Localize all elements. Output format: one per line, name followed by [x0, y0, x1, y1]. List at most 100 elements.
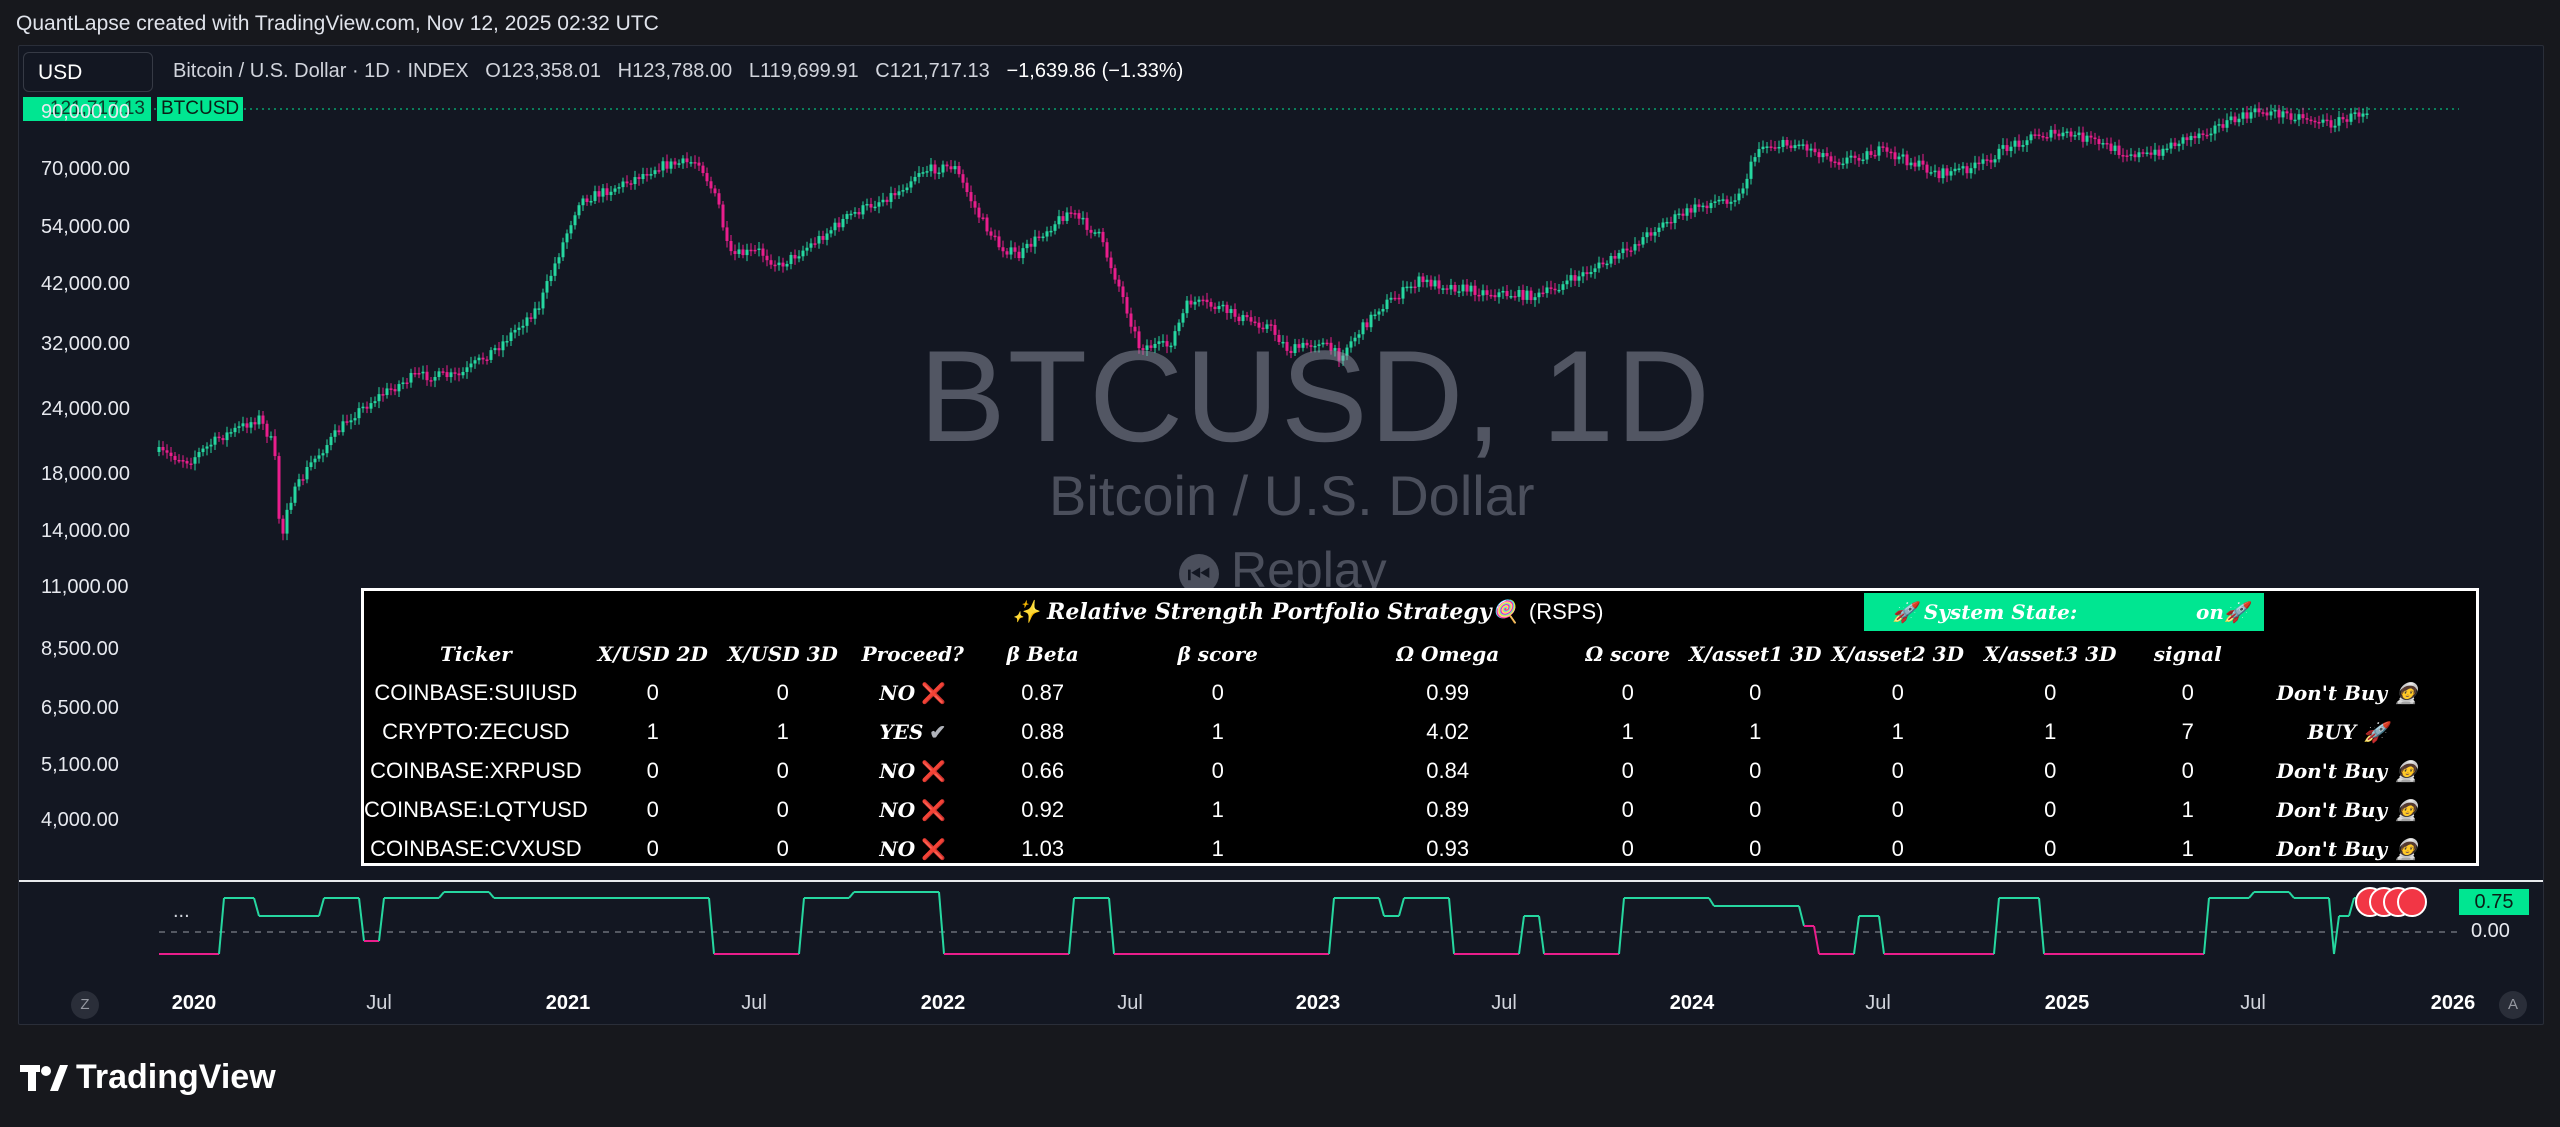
rsps-header-cell: β Beta [1006, 641, 1079, 666]
price-axis-label: 90,000.00 [41, 101, 130, 123]
rsps-cell-omega-score: 0 [1621, 835, 1634, 861]
rsps-cell-beta-score: 1 [1211, 718, 1224, 744]
proceed-text: NO [879, 836, 916, 861]
check-icon: ✔ [929, 719, 947, 744]
time-axis-label: 2025 [2044, 992, 2090, 1014]
symbol-watermark: BTCUSD, 1D [919, 323, 1712, 469]
auto-scale-button[interactable]: A [2499, 991, 2527, 1019]
rsps-header-cell: X/asset3 3D [1984, 641, 2117, 666]
time-axis-label: 2026 [2430, 992, 2476, 1014]
price-axis-label: 54,000.00 [41, 216, 130, 238]
rsps-cell-xusd2d: 0 [646, 757, 659, 783]
symbol-legend: Bitcoin / U.S. Dollar · 1D · INDEX O123,… [173, 60, 1183, 83]
rsps-cell-omega: 4.02 [1426, 718, 1470, 744]
rsps-cell-action: Don't Buy 🧑‍🚀 [2276, 797, 2419, 822]
cross-icon: ❌ [921, 836, 947, 861]
time-axis-label: 2021 [545, 992, 591, 1014]
tradingview-logo-icon [20, 1063, 70, 1093]
rsps-cell-a1: 1 [1749, 718, 1762, 744]
rsps-cell-omega: 0.89 [1426, 796, 1470, 822]
zoom-button[interactable]: Z [71, 991, 99, 1019]
price-axis-label: 5,100.00 [41, 754, 119, 776]
rsps-header-cell: β score [1177, 641, 1258, 666]
rsps-cell-a3: 0 [2044, 796, 2057, 822]
oscillator-zero-label: 0.00 [2471, 920, 2510, 942]
rsps-cell-beta-score: 0 [1211, 679, 1224, 705]
rsps-cell-a3: 1 [2044, 718, 2057, 744]
last-price-symbol: BTCUSD [157, 97, 244, 121]
rsps-cell-xusd2d: 0 [646, 835, 659, 861]
rsps-cell-a2: 0 [1891, 835, 1904, 861]
rsps-cell-action: Don't Buy 🧑‍🚀 [2276, 680, 2419, 705]
price-axis-label: 11,000.00 [41, 576, 129, 598]
proceed-text: NO [879, 797, 916, 822]
event-marker-icon[interactable] [2397, 887, 2427, 917]
cross-icon: ❌ [921, 680, 947, 705]
rsps-cell-ticker: COINBASE:SUIUSD [374, 679, 578, 705]
rsps-cell-beta: 0.92 [1021, 796, 1065, 822]
rsps-cell-a2: 0 [1891, 679, 1904, 705]
proceed-text: NO [879, 758, 916, 783]
rsps-cell-xusd2d: 0 [646, 679, 659, 705]
legend-symbol: Bitcoin / U.S. Dollar · 1D · INDEX [173, 60, 469, 82]
rsps-table-row: COINBASE:LQTYUSD 0 0 NO ❌ 0.92 1 0.89 0 0 0 0 1 Don't… [364, 790, 2448, 829]
price-chart-svg[interactable] [19, 46, 2543, 1024]
rsps-header-cell: Proceed? [861, 641, 964, 666]
rsps-cell-xusd3d: 0 [776, 796, 789, 822]
rsps-header-cell: Ω score [1585, 641, 1671, 666]
rsps-cell-a3: 0 [2044, 757, 2057, 783]
system-state-key: 🚀 System State: [1892, 600, 2078, 624]
system-state-badge: 🚀 System State: on🚀 [1864, 593, 2264, 631]
rsps-cell-xusd3d: 0 [776, 757, 789, 783]
rsps-cell-ticker: COINBASE:CVXUSD [370, 835, 582, 861]
rsps-title-row: ✨ Relative Strength Portfolio Strategy🍭(… [364, 599, 2476, 629]
rsps-cell-xusd3d: 0 [776, 835, 789, 861]
price-axis-label: 18,000.00 [41, 463, 130, 485]
rsps-cell-omega-score: 0 [1621, 757, 1634, 783]
tradingview-logo[interactable]: TradingView [20, 1058, 276, 1098]
symbol-watermark-subtitle: Bitcoin / U.S. Dollar [1049, 464, 1535, 527]
currency-selector[interactable]: USD [23, 52, 153, 92]
legend-high: H123,788.00 [617, 60, 733, 82]
rsps-cell-signal: 7 [2181, 718, 2194, 744]
rsps-cell-ticker: CRYPTO:ZECUSD [382, 718, 570, 744]
cross-icon: ❌ [921, 797, 947, 822]
time-axis-label: Jul [1117, 992, 1143, 1014]
price-axis-label: 24,000.00 [41, 398, 130, 420]
rsps-header-cell: signal [2153, 641, 2222, 666]
rsps-cell-a1: 0 [1749, 796, 1762, 822]
chart-pane[interactable]: BTCUSD, 1D Bitcoin / U.S. Dollar ⏮ Replay… [18, 45, 2544, 1025]
rsps-cell-a2: 0 [1891, 796, 1904, 822]
rsps-cell-omega-score: 1 [1621, 718, 1634, 744]
rsps-cell-signal: 1 [2181, 796, 2194, 822]
rsps-cell-omega: 0.84 [1426, 757, 1470, 783]
legend-open: O123,358.01 [485, 60, 601, 82]
time-axis-label: Jul [1865, 992, 1891, 1014]
rsps-cell-xusd3d: 1 [776, 718, 789, 744]
price-axis-label: 70,000.00 [41, 158, 130, 180]
rsps-cell-beta: 0.87 [1021, 679, 1065, 705]
system-state-value: on🚀 [2196, 600, 2249, 624]
last-price-tag: 121,717.13 BTCUSD [23, 97, 244, 121]
time-axis-label: Jul [366, 992, 392, 1014]
rsps-cell-a3: 0 [2044, 679, 2057, 705]
rsps-header-cell: X/asset2 3D [1831, 641, 1964, 666]
last-price-label: 121,717.13 [23, 97, 151, 121]
rsps-cell-omega-score: 0 [1621, 796, 1634, 822]
price-axis-label: 42,000.00 [41, 273, 130, 295]
rsps-cell-omega: 0.93 [1426, 835, 1470, 861]
rsps-cell-a2: 1 [1891, 718, 1904, 744]
rsps-cell-a1: 0 [1749, 679, 1762, 705]
rsps-proceed-cell: YES ✔ [848, 712, 978, 751]
rsps-header-cell: X/USD 3D [727, 641, 838, 666]
rsps-cell-signal: 0 [2181, 757, 2194, 783]
proceed-text: NO [879, 680, 916, 705]
rsps-cell-beta: 0.88 [1021, 718, 1065, 744]
rsps-cell-ticker: COINBASE:XRPUSD [370, 757, 582, 783]
time-axis-label: Jul [2240, 992, 2266, 1014]
oscillator-value-tag: 0.75 [2459, 889, 2529, 915]
price-axis-label: 6,500.00 [41, 697, 119, 719]
indicator-menu-dots[interactable]: ... [173, 900, 190, 922]
rsps-cell-action: Don't Buy 🧑‍🚀 [2276, 758, 2419, 783]
economic-events-markers[interactable] [2355, 887, 2445, 917]
